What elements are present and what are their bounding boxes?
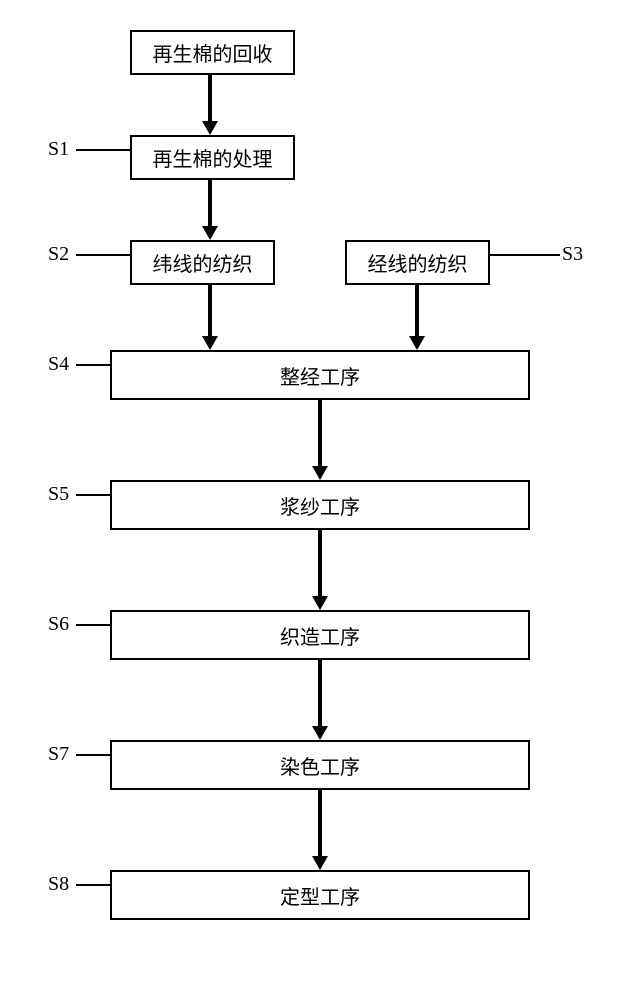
- flow-box-label: 再生棉的回收: [153, 38, 273, 67]
- step-label-s7: S7: [48, 743, 69, 766]
- arrow-line-6: [318, 660, 322, 726]
- arrow-line-7: [318, 790, 322, 856]
- flow-box-b2: 纬线的纺织: [130, 240, 275, 285]
- leader-line-s2: [76, 254, 130, 256]
- arrow-line-1: [208, 180, 212, 226]
- leader-line-s6: [76, 624, 110, 626]
- step-label-s6: S6: [48, 613, 69, 636]
- arrow-head-4: [312, 466, 328, 480]
- leader-line-s7: [76, 754, 110, 756]
- flow-box-b4: 整经工序: [110, 350, 530, 400]
- flow-box-label: 浆纱工序: [280, 491, 360, 520]
- flowchart-canvas: 再生棉的回收再生棉的处理纬线的纺织 经线的纺织整经工序浆纱工序织造工序染色工序定型…: [0, 0, 642, 1000]
- step-label-s1: S1: [48, 138, 69, 161]
- flow-box-label: 定型工序: [280, 881, 360, 910]
- step-label-s3: S3: [562, 243, 583, 266]
- step-label-s5: S5: [48, 483, 69, 506]
- leader-line-s5: [76, 494, 110, 496]
- arrow-head-2: [202, 336, 218, 350]
- arrow-head-6: [312, 726, 328, 740]
- flow-box-label: 经线的纺织: [368, 248, 468, 277]
- arrow-line-2: [208, 285, 212, 336]
- leader-line-s3: [490, 254, 560, 256]
- flow-box-b0: 再生棉的回收: [130, 30, 295, 75]
- flow-box-label: 染色工序: [280, 751, 360, 780]
- arrow-head-3: [409, 336, 425, 350]
- arrow-line-5: [318, 530, 322, 596]
- arrow-head-0: [202, 121, 218, 135]
- flow-box-b1: 再生棉的处理: [130, 135, 295, 180]
- flow-box-b3: 经线的纺织: [345, 240, 490, 285]
- arrow-line-4: [318, 400, 322, 466]
- leader-line-s1: [76, 149, 130, 151]
- flow-box-b8: 定型工序: [110, 870, 530, 920]
- flow-box-b6: 织造工序: [110, 610, 530, 660]
- flow-box-label: 整经工序: [280, 361, 360, 390]
- flow-box-label: 纬线的纺织: [153, 248, 253, 277]
- step-label-s4: S4: [48, 353, 69, 376]
- leader-line-s8: [76, 884, 110, 886]
- leader-line-s4: [76, 364, 110, 366]
- arrow-line-3: [415, 285, 419, 336]
- flow-box-label: 再生棉的处理: [153, 143, 273, 172]
- step-label-s2: S2: [48, 243, 69, 266]
- flow-box-b7: 染色工序: [110, 740, 530, 790]
- arrow-line-0: [208, 75, 212, 121]
- flow-box-b5: 浆纱工序: [110, 480, 530, 530]
- arrow-head-7: [312, 856, 328, 870]
- arrow-head-1: [202, 226, 218, 240]
- arrow-head-5: [312, 596, 328, 610]
- flow-box-label: 织造工序: [280, 621, 360, 650]
- step-label-s8: S8: [48, 873, 69, 896]
